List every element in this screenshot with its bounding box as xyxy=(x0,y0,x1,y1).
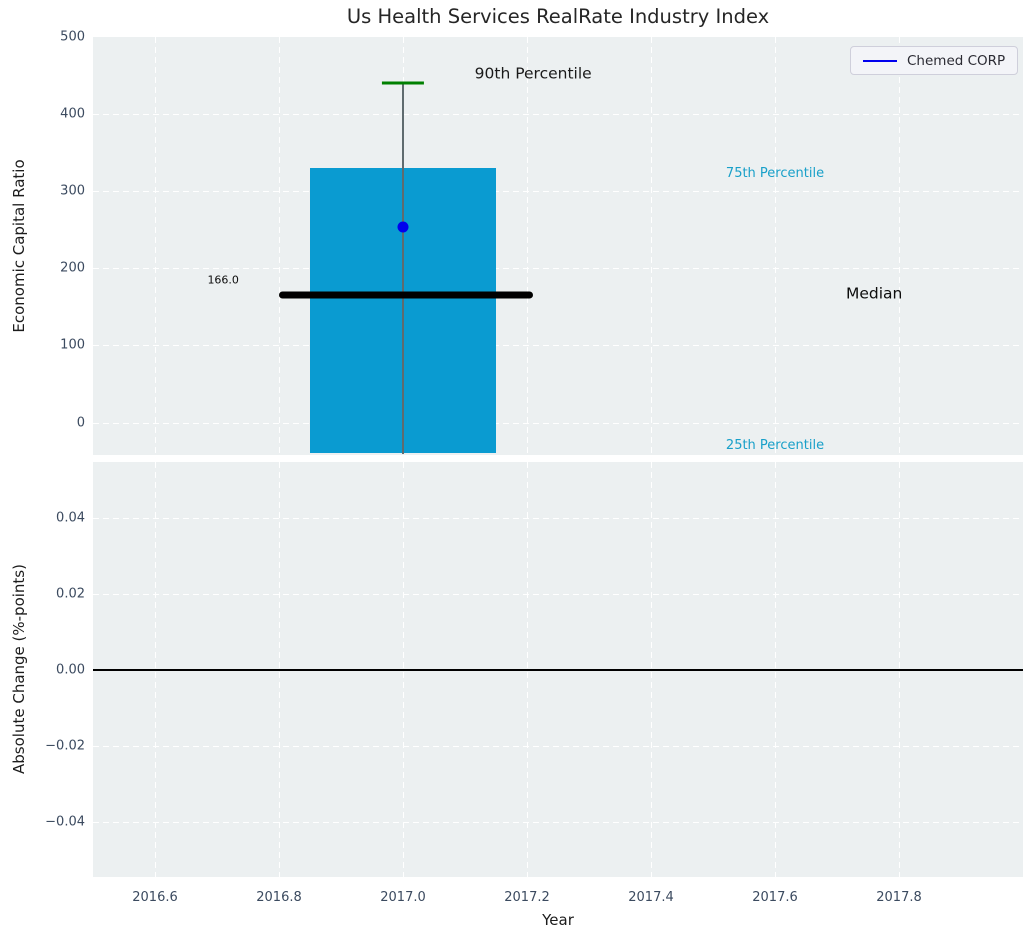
x-tick-label: 2016.8 xyxy=(256,890,302,905)
grid-line-vertical xyxy=(651,37,652,455)
legend-label: Chemed CORP xyxy=(907,52,1006,69)
axes-economic-capital-ratio: 90th Percentile 75th Percentile Median 25th… xyxy=(93,37,1023,455)
y-tick-label: 300 xyxy=(60,183,85,199)
grid-line-horizontal xyxy=(93,191,1023,193)
y-tick-label: −0.02 xyxy=(45,738,85,754)
grid-line-horizontal xyxy=(93,821,1023,823)
x-tick-label: 2017.6 xyxy=(752,890,798,905)
y-tick-label: 200 xyxy=(60,260,85,276)
grid-line-horizontal xyxy=(93,114,1023,116)
y-tick-label: 0.02 xyxy=(56,586,85,602)
y-tick-label: 100 xyxy=(60,337,85,353)
x-tick-label: 2017.4 xyxy=(628,890,674,905)
grid-line-vertical xyxy=(899,37,900,455)
y-axis-label-top: Economic Capital Ratio xyxy=(10,159,28,333)
annotation-median: Median xyxy=(845,284,903,303)
y-axis-label-bottom: Absolute Change (%-points) xyxy=(10,564,28,774)
y-tick-label: 500 xyxy=(60,29,85,45)
y-tick-label: 0.04 xyxy=(56,510,85,526)
legend: Chemed CORP xyxy=(850,46,1019,75)
y-tick-label: 400 xyxy=(60,106,85,122)
axes-absolute-change xyxy=(93,462,1023,877)
x-tick-label: 2017.0 xyxy=(380,890,426,905)
annotation-25th-percentile: 25th Percentile xyxy=(725,437,825,453)
x-axis-label: Year xyxy=(542,911,574,929)
grid-line-horizontal xyxy=(93,345,1023,347)
y-tick-label: 0 xyxy=(76,415,85,431)
annotation-90th-percentile: 90th Percentile xyxy=(474,64,592,83)
y-tick-label: −0.04 xyxy=(45,814,85,830)
data-point-marker xyxy=(397,221,409,233)
whisker-cap-90th xyxy=(381,81,425,85)
x-tick-label: 2017.2 xyxy=(504,890,550,905)
annotation-166-0: 166.0 xyxy=(207,273,239,287)
grid-line-vertical xyxy=(279,37,280,455)
grid-line-horizontal xyxy=(93,517,1023,519)
x-tick-label: 2016.6 xyxy=(132,890,178,905)
legend-line-icon xyxy=(863,59,897,62)
grid-line-horizontal xyxy=(93,422,1023,424)
zero-line xyxy=(93,669,1023,671)
grid-line-vertical xyxy=(155,37,156,455)
grid-line-vertical xyxy=(775,37,776,455)
grid-line-horizontal xyxy=(93,268,1023,270)
annotation-75th-percentile: 75th Percentile xyxy=(725,166,825,182)
chart-title: Us Health Services RealRate Industry Ind… xyxy=(346,5,770,28)
grid-line-vertical xyxy=(527,37,528,455)
grid-line-horizontal xyxy=(93,593,1023,595)
median-line xyxy=(279,291,534,299)
x-tick-label: 2017.8 xyxy=(876,890,922,905)
y-tick-label: 0.00 xyxy=(56,662,85,678)
whisker-line xyxy=(402,83,404,455)
grid-line-horizontal xyxy=(93,745,1023,747)
